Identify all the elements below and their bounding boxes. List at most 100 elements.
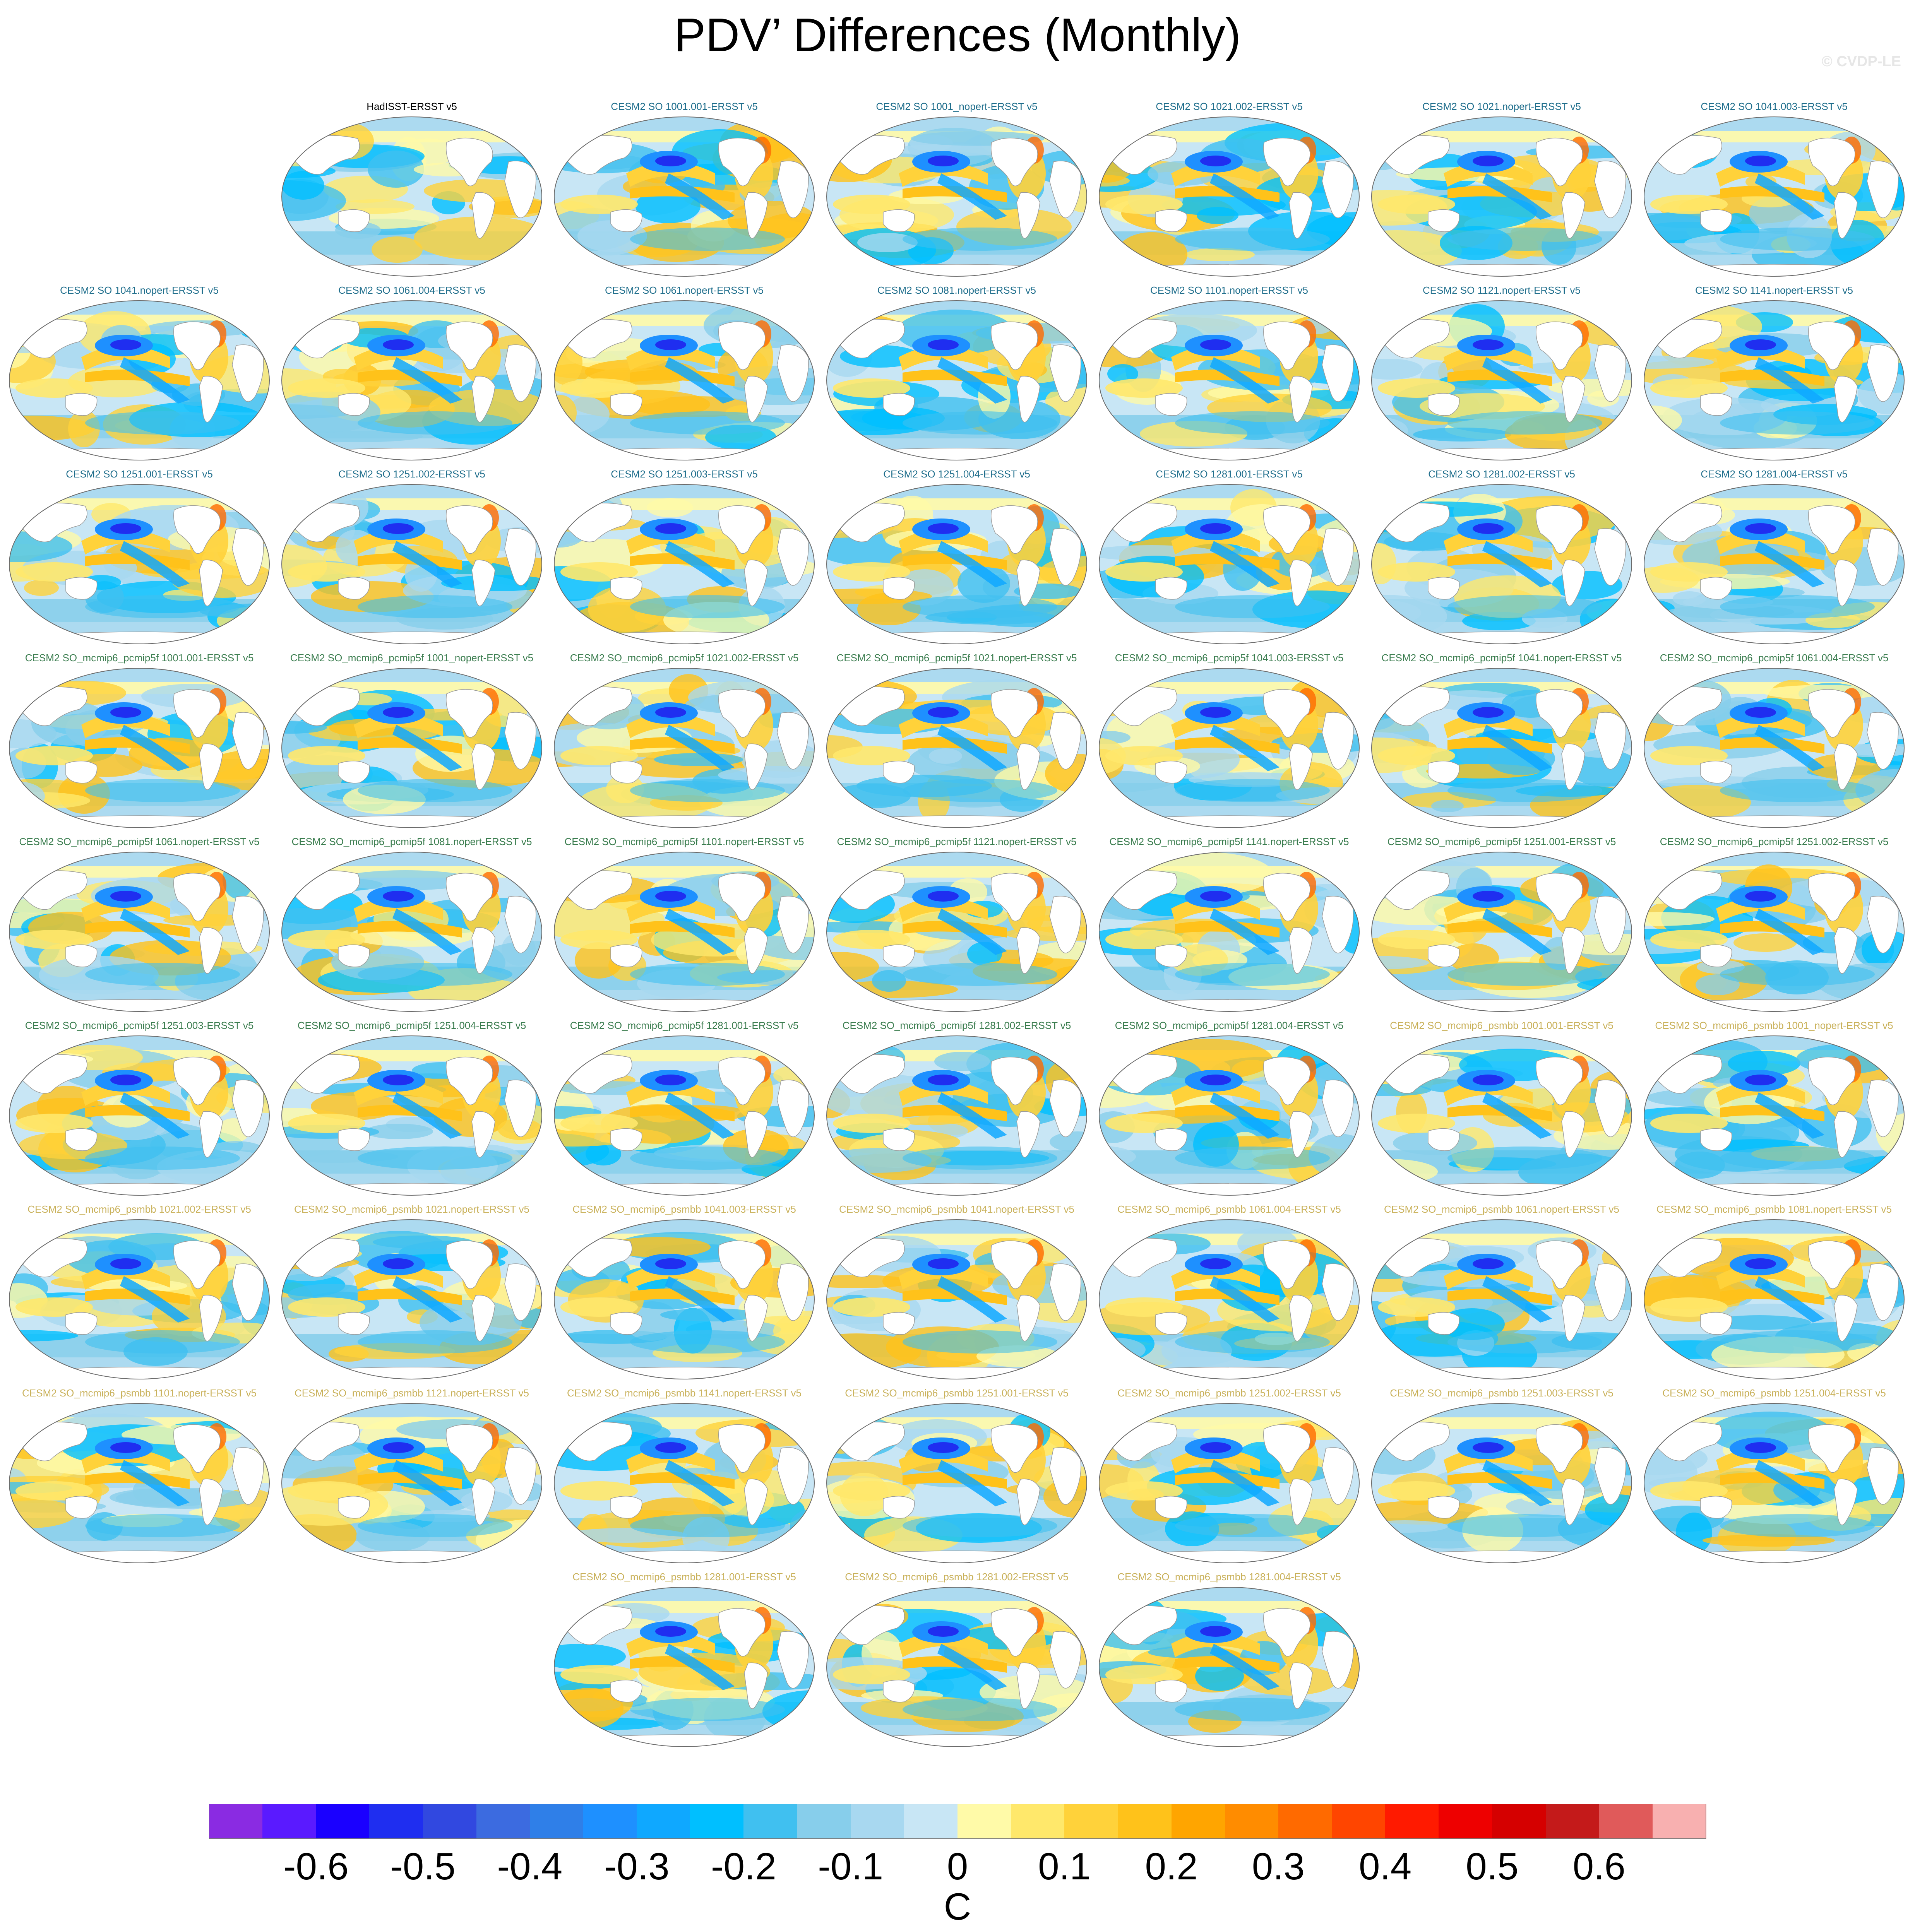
- panel-title: CESM2 SO_mcmip6_pcmip5f 1041.nopert-ERSS…: [1381, 652, 1622, 664]
- map-panel: CESM2 SO_mcmip6_pcmip5f 1251.001-ERSST v…: [1366, 835, 1637, 1021]
- map-panel: CESM2 SO 1121.nopert-ERSST v5: [1366, 284, 1637, 469]
- map-panel: CESM2 SO_mcmip6_pcmip5f 1021.002-ERSST v…: [549, 651, 820, 837]
- panel-title: CESM2 SO_mcmip6_pcmip5f 1081.nopert-ERSS…: [291, 836, 532, 847]
- map-panel: CESM2 SO_mcmip6_psmbb 1281.001-ERSST v5: [549, 1570, 820, 1756]
- robinson-map: [280, 115, 543, 278]
- robinson-map: [280, 850, 543, 1013]
- robinson-map: [825, 1218, 1088, 1381]
- robinson-map: [1370, 299, 1633, 462]
- map-panel: CESM2 SO 1001_nopert-ERSST v5: [821, 100, 1092, 286]
- map-panel: CESM2 SO_mcmip6_pcmip5f 1041.003-ERSST v…: [1094, 651, 1365, 837]
- colorbar-swatch: [1652, 1804, 1706, 1839]
- robinson-map: [553, 115, 816, 278]
- robinson-map: [8, 1218, 271, 1381]
- colorbar-swatch: [316, 1804, 370, 1839]
- panel-title: CESM2 SO_mcmip6_psmbb 1281.004-ERSST v5: [1117, 1571, 1341, 1583]
- robinson-map: [553, 1402, 816, 1564]
- colorbar-tick-label: 0.3: [1252, 1845, 1305, 1888]
- robinson-map: [1098, 299, 1361, 462]
- colorbar-swatch: [637, 1804, 690, 1839]
- robinson-map: [553, 850, 816, 1013]
- robinson-map: [8, 483, 271, 645]
- map-panel: CESM2 SO_mcmip6_psmbb 1041.nopert-ERSST …: [821, 1203, 1092, 1388]
- panel-title: CESM2 SO_mcmip6_psmbb 1281.001-ERSST v5: [572, 1571, 796, 1583]
- panel-title: CESM2 SO 1281.004-ERSST v5: [1701, 468, 1848, 480]
- colorbar-swatch: [1599, 1804, 1653, 1839]
- map-panel: CESM2 SO_mcmip6_pcmip5f 1251.002-ERSST v…: [1639, 835, 1910, 1021]
- colorbar-tick-label: -0.6: [283, 1845, 349, 1888]
- panel-title: CESM2 SO_mcmip6_psmbb 1041.nopert-ERSST …: [839, 1203, 1074, 1215]
- robinson-map: [825, 1034, 1088, 1197]
- colorbar-tick-label: -0.4: [497, 1845, 563, 1888]
- robinson-map: [553, 1586, 816, 1748]
- map-panel: CESM2 SO_mcmip6_psmbb 1281.002-ERSST v5: [821, 1570, 1092, 1756]
- map-panel: CESM2 SO 1001.001-ERSST v5: [549, 100, 820, 286]
- panel-title: CESM2 SO_mcmip6_pcmip5f 1101.nopert-ERSS…: [564, 836, 804, 847]
- panel-title: CESM2 SO_mcmip6_pcmip5f 1121.nopert-ERSS…: [837, 836, 1077, 847]
- robinson-map: [280, 667, 543, 829]
- robinson-map: [553, 299, 816, 462]
- colorbar-tick-label: 0.4: [1359, 1845, 1412, 1888]
- colorbar-swatch: [1064, 1804, 1119, 1839]
- robinson-map: [1643, 483, 1906, 645]
- panel-title: CESM2 SO 1141.nopert-ERSST v5: [1695, 284, 1853, 296]
- colorbar-swatch: [904, 1804, 958, 1839]
- panel-title: CESM2 SO_mcmip6_pcmip5f 1281.002-ERSST v…: [842, 1020, 1071, 1031]
- robinson-map: [825, 1586, 1088, 1748]
- colorbar-swatch: [1278, 1804, 1332, 1839]
- robinson-map: [8, 850, 271, 1013]
- colorbar-units: C: [944, 1885, 971, 1928]
- panel-title: CESM2 SO_mcmip6_psmbb 1001.001-ERSST v5: [1390, 1020, 1614, 1031]
- panel-title: CESM2 SO_mcmip6_psmbb 1251.002-ERSST v5: [1117, 1387, 1341, 1399]
- colorbar-tick-label: 0: [947, 1845, 968, 1888]
- robinson-map: [1643, 1218, 1906, 1381]
- robinson-map: [825, 850, 1088, 1013]
- map-panel: CESM2 SO_mcmip6_psmbb 1021.nopert-ERSST …: [276, 1203, 547, 1388]
- robinson-map: [280, 1402, 543, 1564]
- colorbar: [209, 1804, 1706, 1840]
- panel-title: CESM2 SO_mcmip6_pcmip5f 1041.003-ERSST v…: [1115, 652, 1344, 664]
- map-panel: CESM2 SO_mcmip6_psmbb 1101.nopert-ERSST …: [4, 1386, 275, 1572]
- robinson-map: [280, 1218, 543, 1381]
- panel-title: CESM2 SO_mcmip6_psmbb 1081.nopert-ERSST …: [1656, 1203, 1892, 1215]
- map-panel: CESM2 SO 1021.nopert-ERSST v5: [1366, 100, 1637, 286]
- map-panel: CESM2 SO_mcmip6_psmbb 1001.001-ERSST v5: [1366, 1019, 1637, 1205]
- robinson-map: [1643, 850, 1906, 1013]
- colorbar-swatch: [583, 1804, 637, 1839]
- colorbar-swatch: [1011, 1804, 1065, 1839]
- map-panel: CESM2 SO_mcmip6_pcmip5f 1281.001-ERSST v…: [549, 1019, 820, 1205]
- panel-title: CESM2 SO_mcmip6_pcmip5f 1021.002-ERSST v…: [570, 652, 799, 664]
- map-panel: CESM2 SO_mcmip6_pcmip5f 1251.004-ERSST v…: [276, 1019, 547, 1205]
- panel-title: CESM2 SO 1021.nopert-ERSST v5: [1422, 101, 1581, 112]
- map-panel: CESM2 SO 1041.003-ERSST v5: [1639, 100, 1910, 286]
- map-panel: CESM2 SO 1041.nopert-ERSST v5: [4, 284, 275, 469]
- panel-title: CESM2 SO_mcmip6_psmbb 1251.003-ERSST v5: [1390, 1387, 1614, 1399]
- map-panel: CESM2 SO_mcmip6_psmbb 1001_nopert-ERSST …: [1639, 1019, 1910, 1205]
- robinson-map: [280, 299, 543, 462]
- robinson-map: [280, 483, 543, 645]
- panel-title: CESM2 SO_mcmip6_psmbb 1061.nopert-ERSST …: [1384, 1203, 1619, 1215]
- panel-title: CESM2 SO 1061.004-ERSST v5: [338, 284, 485, 296]
- colorbar-tick-label: 0.5: [1466, 1845, 1519, 1888]
- colorbar-swatch: [1225, 1804, 1279, 1839]
- colorbar-swatch: [1385, 1804, 1439, 1839]
- colorbar-swatch: [209, 1804, 263, 1839]
- panel-title: CESM2 SO_mcmip6_psmbb 1141.nopert-ERSST …: [567, 1387, 802, 1399]
- map-panel: CESM2 SO 1141.nopert-ERSST v5: [1639, 284, 1910, 469]
- panel-title: CESM2 SO_mcmip6_psmbb 1281.002-ERSST v5: [845, 1571, 1069, 1583]
- map-panel: CESM2 SO_mcmip6_pcmip5f 1081.nopert-ERSS…: [276, 835, 547, 1021]
- panel-title: CESM2 SO 1041.nopert-ERSST v5: [60, 284, 219, 296]
- panel-title: CESM2 SO_mcmip6_psmbb 1021.002-ERSST v5: [27, 1203, 251, 1215]
- colorbar-swatch: [850, 1804, 904, 1839]
- panel-title: CESM2 SO_mcmip6_pcmip5f 1061.004-ERSST v…: [1660, 652, 1889, 664]
- map-panel: CESM2 SO 1081.nopert-ERSST v5: [821, 284, 1092, 469]
- panel-title: CESM2 SO_mcmip6_pcmip5f 1021.nopert-ERSS…: [836, 652, 1077, 664]
- robinson-map: [1643, 299, 1906, 462]
- colorbar-swatch: [743, 1804, 798, 1839]
- robinson-map: [1098, 1402, 1361, 1564]
- robinson-map: [825, 1402, 1088, 1564]
- robinson-map: [1370, 483, 1633, 645]
- panel-title: CESM2 SO 1061.nopert-ERSST v5: [605, 284, 764, 296]
- map-panel: HadISST-ERSST v5: [276, 100, 547, 286]
- panel-title: CESM2 SO_mcmip6_psmbb 1021.nopert-ERSST …: [294, 1203, 529, 1215]
